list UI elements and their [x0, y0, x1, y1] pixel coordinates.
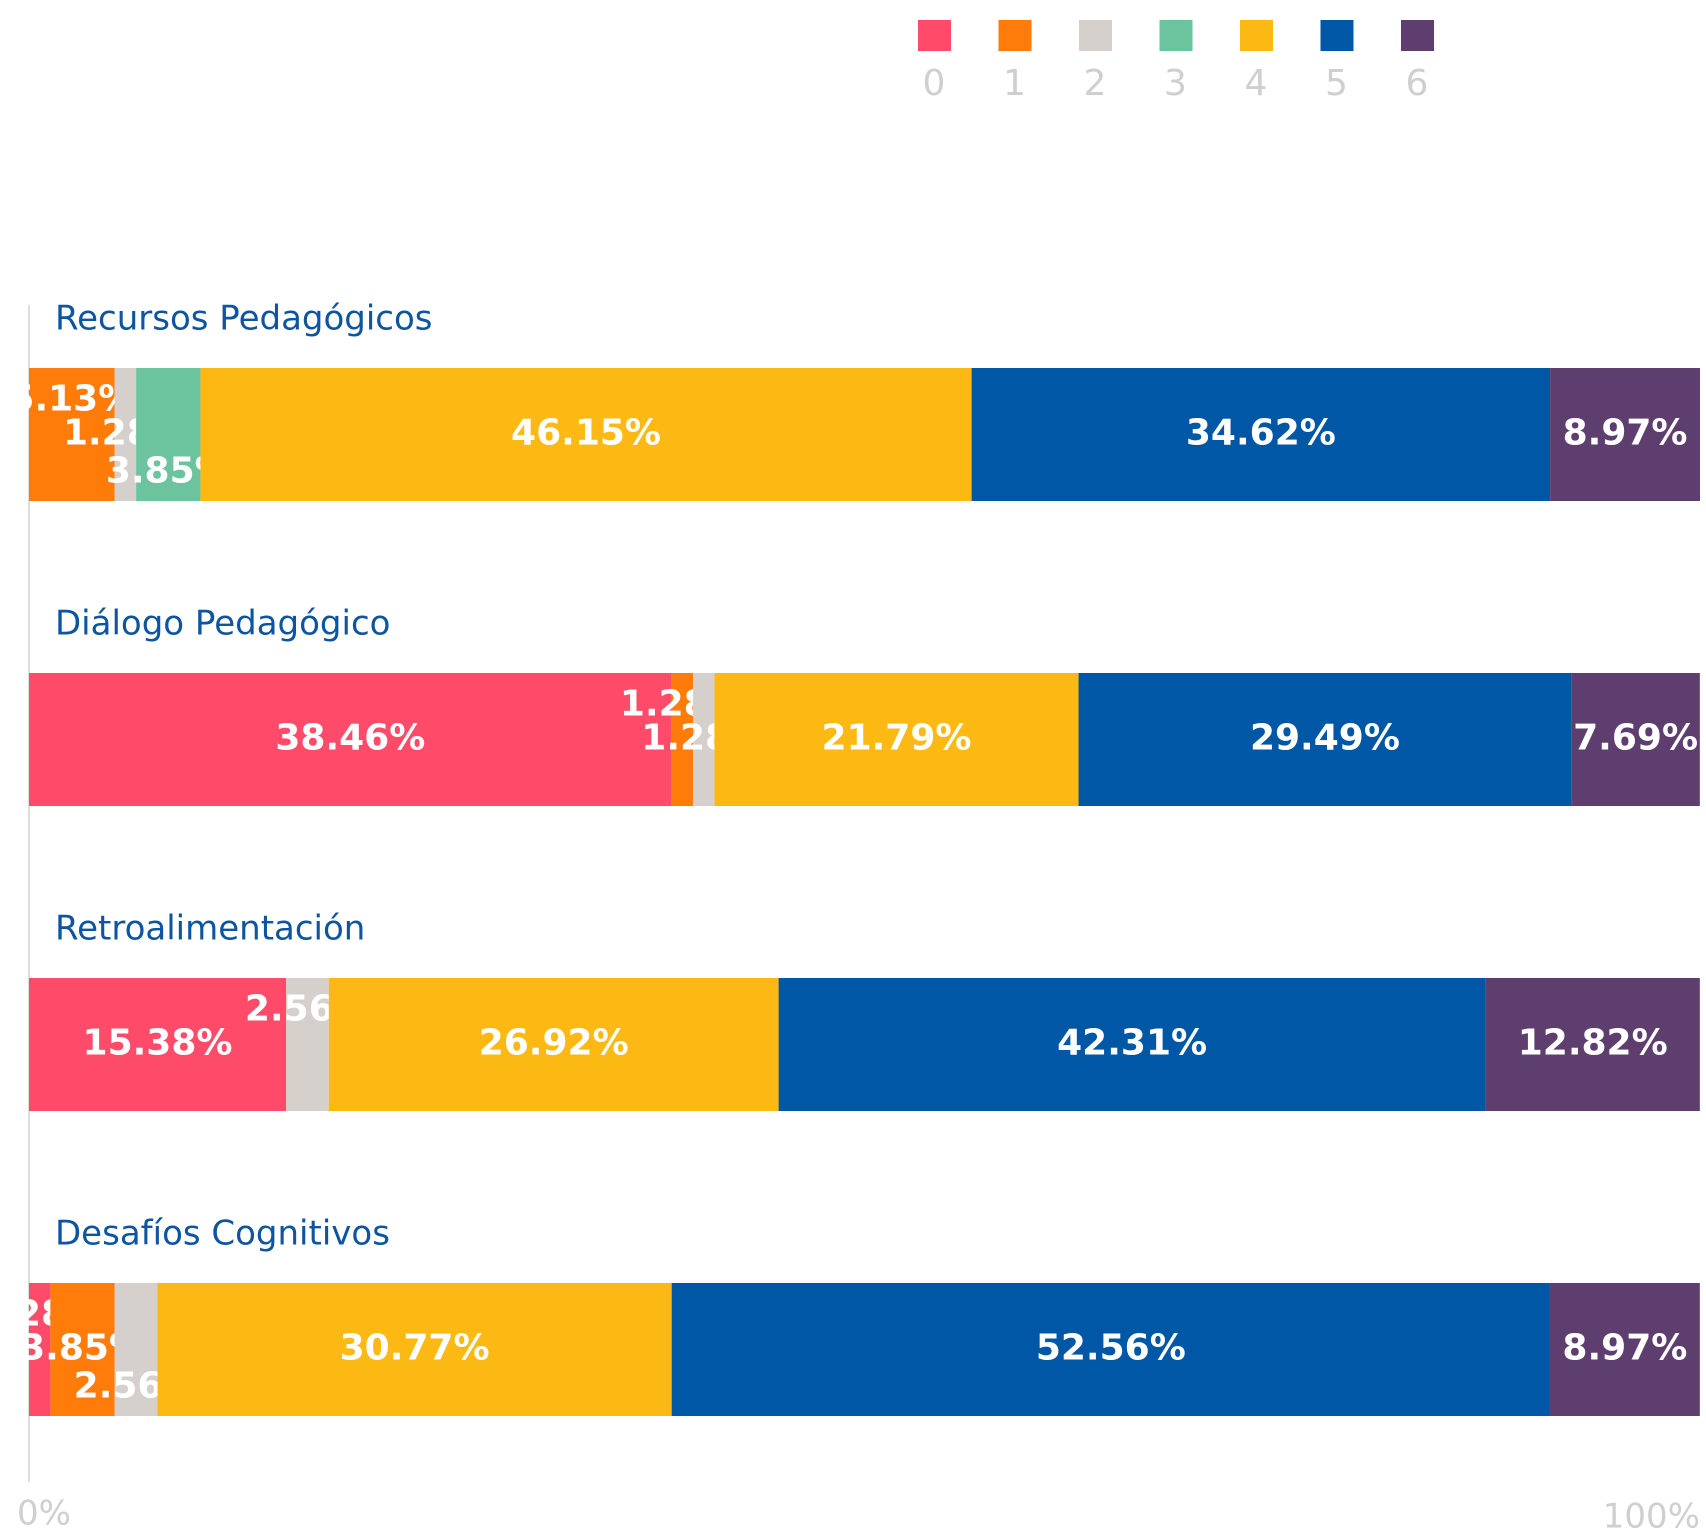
bar-segment	[1549, 1283, 1700, 1416]
data-label: 5.13%	[9, 379, 134, 420]
category-label: Retroalimentación	[55, 909, 365, 949]
bar-segment	[114, 368, 137, 501]
data-label: 8.97%	[1563, 413, 1688, 454]
bar-segment	[1571, 673, 1700, 806]
data-label: 52.56%	[1036, 1328, 1186, 1369]
bar-segment	[971, 368, 1551, 501]
bar-segment	[285, 978, 329, 1111]
legend-label: 1	[1003, 63, 1026, 104]
legend-label: 0	[923, 63, 946, 104]
data-label: 42.31%	[1057, 1023, 1207, 1064]
bar-segment	[50, 1283, 115, 1416]
bar-segment	[693, 673, 715, 806]
data-label: 46.15%	[511, 413, 661, 454]
legend-swatch	[1240, 20, 1273, 51]
bar-segment	[1550, 368, 1700, 501]
bar-segment	[29, 978, 286, 1111]
bar-segment	[157, 1283, 672, 1416]
bar-segment	[200, 368, 972, 501]
bar-segment	[714, 673, 1079, 806]
category-label: Diálogo Pedagógico	[55, 604, 390, 644]
bar-segment	[671, 673, 694, 806]
data-label: 15.38%	[83, 1023, 233, 1064]
data-label: 8.97%	[1562, 1328, 1687, 1369]
legend-label: 3	[1164, 63, 1187, 104]
data-label: 30.77%	[340, 1328, 490, 1369]
legend-swatch	[998, 20, 1032, 51]
legend-label: 4	[1245, 63, 1268, 104]
bar-segment	[1078, 673, 1572, 806]
legend-swatch	[1159, 20, 1193, 51]
data-label: 34.62%	[1186, 413, 1336, 454]
bar-segment	[29, 1283, 51, 1416]
bar-segment	[671, 1283, 1550, 1416]
legend-swatch	[918, 20, 951, 51]
data-label: 21.79%	[822, 718, 972, 759]
x-tick-label: 0%	[17, 1494, 71, 1533]
legend-swatch	[1320, 20, 1354, 51]
data-label: 12.82%	[1518, 1023, 1668, 1064]
legend-label: 2	[1084, 63, 1107, 104]
bar-segment	[1485, 978, 1700, 1111]
data-label: 38.46%	[275, 718, 425, 759]
x-tick-label: 100%	[1603, 1497, 1700, 1533]
bar-segment	[136, 368, 201, 501]
legend-swatch	[1079, 20, 1112, 51]
data-label: 7.69%	[1573, 718, 1698, 759]
bar-segment	[114, 1283, 158, 1416]
bar-segment	[29, 673, 672, 806]
category-label: Recursos Pedagógicos	[55, 299, 433, 339]
category-label: Desafíos Cognitivos	[55, 1214, 390, 1254]
data-label: 29.49%	[1250, 718, 1400, 759]
bar-segment	[29, 368, 115, 501]
legend-label: 6	[1406, 63, 1429, 104]
legend-swatch	[1401, 20, 1434, 51]
data-label: 26.92%	[479, 1023, 629, 1064]
bar-segment	[778, 978, 1486, 1111]
legend-label: 5	[1325, 63, 1348, 104]
bar-segment	[328, 978, 779, 1111]
